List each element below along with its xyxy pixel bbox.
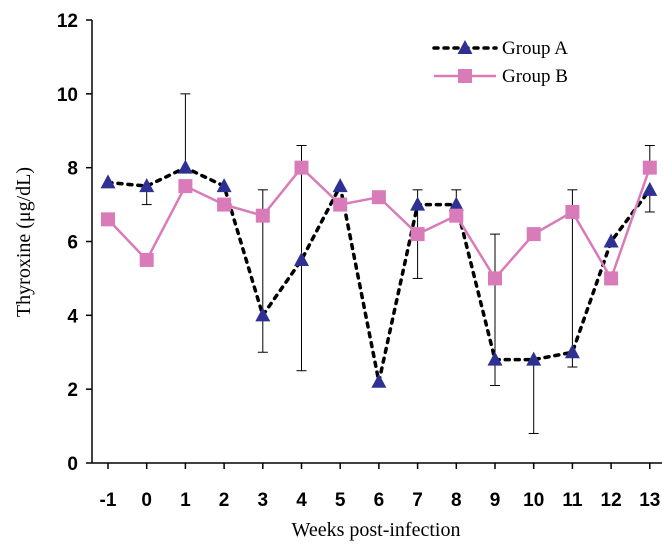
triangle-marker — [457, 40, 473, 54]
triangle-marker — [564, 344, 580, 359]
square-marker — [488, 271, 502, 286]
error-bars — [141, 93, 655, 434]
y-tick-label: 10 — [57, 85, 78, 106]
square-marker — [410, 227, 425, 242]
x-tick-label: 11 — [562, 490, 583, 511]
y-axis-title: Thyroxine (μg/dL) — [13, 167, 35, 317]
triangle-marker — [177, 159, 193, 174]
square-marker — [333, 197, 348, 212]
x-tick-label: 12 — [601, 490, 622, 511]
axes — [86, 19, 662, 469]
triangle-marker — [448, 196, 464, 211]
x-tick-label: -1 — [100, 490, 117, 511]
x-tick-label: 5 — [335, 490, 346, 511]
triangle-marker — [642, 181, 658, 196]
y-tick-label: 0 — [67, 454, 78, 475]
y-tick-label: 6 — [67, 233, 78, 254]
x-tick-label: 4 — [296, 490, 307, 511]
x-tick-label: 6 — [374, 490, 385, 511]
triangle-marker — [371, 373, 387, 388]
square-marker — [526, 227, 541, 242]
triangle-marker — [255, 307, 271, 322]
x-tick-label: 2 — [219, 490, 230, 511]
square-marker — [642, 160, 657, 175]
x-tick-label: 8 — [451, 490, 462, 511]
legend-label: Group A — [502, 38, 568, 59]
square-marker — [139, 252, 154, 267]
triangle-marker — [216, 178, 232, 193]
triangle-marker — [410, 196, 426, 211]
triangle-marker — [526, 351, 542, 366]
triangle-marker — [100, 174, 116, 189]
square-marker — [217, 197, 232, 212]
x-tick-label: 13 — [639, 490, 660, 511]
triangle-marker — [294, 251, 309, 266]
y-tick-label: 2 — [67, 380, 78, 401]
square-marker — [255, 208, 270, 223]
y-tick-label: 8 — [67, 159, 78, 180]
x-tick-label: 3 — [258, 490, 269, 511]
series-markers — [100, 159, 658, 388]
x-axis-title: Weeks post-infection — [292, 519, 461, 541]
square-marker — [101, 212, 115, 227]
triangle-marker — [332, 178, 348, 193]
x-tick-label: 10 — [523, 490, 544, 511]
x-tick-label: 7 — [412, 490, 423, 511]
y-tick-label: 12 — [57, 11, 78, 32]
y-tick-label: 4 — [67, 306, 78, 327]
square-marker — [565, 204, 580, 219]
x-tick-label: 0 — [141, 490, 152, 511]
square-marker — [604, 271, 619, 286]
triangle-marker — [603, 233, 619, 248]
square-marker — [178, 179, 193, 194]
legend-label: Group B — [502, 66, 568, 87]
square-marker — [458, 69, 472, 83]
triangle-marker — [487, 351, 503, 366]
triangle-marker — [139, 178, 155, 193]
square-marker — [371, 190, 386, 205]
legend: Group A Group B — [432, 38, 568, 87]
square-marker — [449, 208, 464, 223]
square-marker — [294, 160, 309, 175]
x-tick-label: 1 — [180, 490, 191, 511]
x-tick-label: 9 — [490, 490, 501, 511]
